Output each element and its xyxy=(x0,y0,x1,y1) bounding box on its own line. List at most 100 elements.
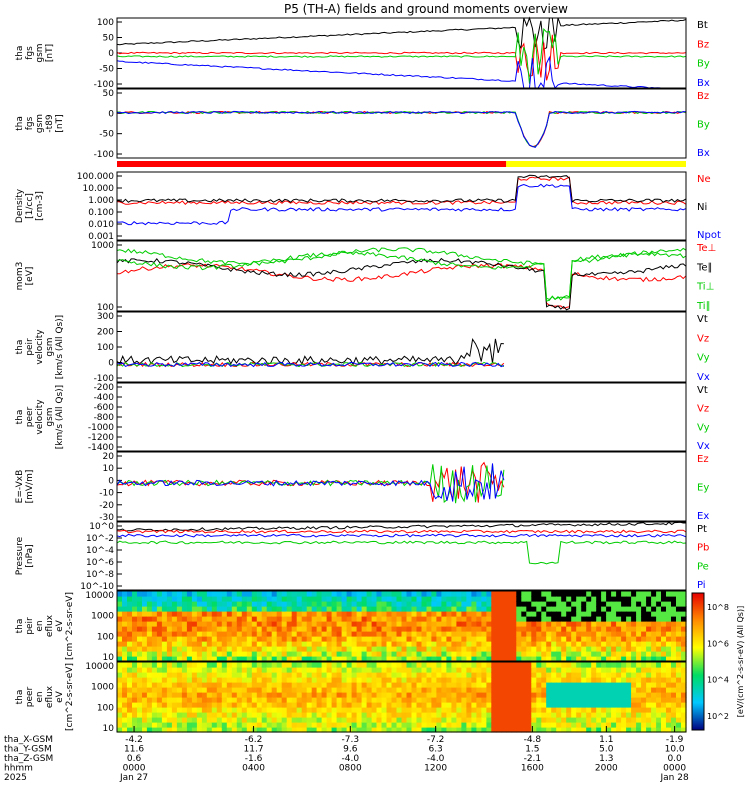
spectrogram-cell xyxy=(191,596,198,602)
spectrogram-cell xyxy=(516,707,522,713)
spectrogram-cell xyxy=(456,656,462,662)
spectrogram-cell xyxy=(286,596,293,602)
spectrogram-cell xyxy=(321,606,328,612)
spectrogram-cell xyxy=(631,722,637,728)
spectrogram-cell xyxy=(516,722,522,728)
spectrogram-cell xyxy=(621,626,627,632)
spectrogram-cell xyxy=(366,656,373,662)
spectrogram-cell xyxy=(556,611,562,617)
series-line xyxy=(116,16,687,50)
spectrogram-cell xyxy=(646,702,652,708)
spectrogram-cell xyxy=(206,687,213,693)
spectrogram-cell xyxy=(486,616,492,622)
spectrogram-cell xyxy=(201,682,208,688)
spectrogram-cell xyxy=(216,687,223,693)
spectrogram-cell xyxy=(651,672,657,678)
spectrogram-cell xyxy=(281,672,288,678)
spectrogram-cell xyxy=(566,682,572,688)
spectrogram-cell xyxy=(351,672,358,678)
spectrogram-cell xyxy=(501,596,507,602)
spectrogram-cell xyxy=(276,717,283,723)
spectrogram-cell xyxy=(491,692,497,698)
spectrogram-cell xyxy=(396,702,403,708)
spectrogram-cell xyxy=(411,651,418,657)
spectrogram-cell xyxy=(221,727,228,733)
spectrogram-cell xyxy=(391,672,398,678)
y-tick-label: -200 xyxy=(94,383,115,393)
spectrogram-cell xyxy=(626,672,632,678)
spectrogram-cell xyxy=(142,667,148,673)
spectrogram-cell xyxy=(146,717,153,723)
spectrogram-cell xyxy=(276,621,283,627)
spectrogram-cell xyxy=(601,631,607,637)
spectrogram-cell xyxy=(251,591,258,597)
spectrogram-cell xyxy=(236,621,243,627)
spectrogram-cell xyxy=(496,636,502,642)
spectrogram-cell xyxy=(451,722,457,728)
spectrogram-cell xyxy=(346,672,353,678)
spectrogram-cell xyxy=(491,702,497,708)
spectrogram-cell xyxy=(436,611,442,617)
y-tick-label: -1000 xyxy=(88,423,114,433)
spectrogram-cell xyxy=(311,651,318,657)
spectrogram-cell xyxy=(341,636,348,642)
spectrogram-cell xyxy=(461,636,467,642)
panel-lines xyxy=(116,110,687,148)
spectrogram-cell xyxy=(251,702,258,708)
spectrogram-cell xyxy=(471,682,477,688)
spectrogram-cell xyxy=(271,591,278,597)
spectrogram-cell xyxy=(366,636,373,642)
spectrogram-cell xyxy=(336,651,343,657)
spectrogram-cell xyxy=(296,722,303,728)
spectrogram-cell xyxy=(501,606,507,612)
spectrogram-cell xyxy=(156,667,163,673)
spectrogram-cell xyxy=(276,591,283,597)
spectrogram-cell xyxy=(127,712,133,718)
spectrogram-cell xyxy=(306,707,313,713)
spectrogram-cell xyxy=(261,596,268,602)
spectrogram-cell xyxy=(611,641,617,647)
y-tick-label: 1000 xyxy=(91,241,114,251)
spectrogram-cell xyxy=(226,606,233,612)
spectrogram-cell xyxy=(316,677,323,683)
spectrogram-cell xyxy=(166,596,173,602)
spectrogram-cell xyxy=(306,667,313,673)
spectrogram-cell xyxy=(606,611,612,617)
spectrogram-cell xyxy=(351,656,358,662)
spectrogram-cell xyxy=(536,677,542,683)
spectrogram-cell xyxy=(361,626,368,632)
spectrogram-cell xyxy=(481,606,487,612)
spectrogram-cell xyxy=(137,626,143,632)
spectrogram-cell xyxy=(226,646,233,652)
spectrogram-cell xyxy=(221,702,228,708)
spectrogram-cell xyxy=(636,636,642,642)
spectrogram-cell xyxy=(616,591,622,597)
spectrogram-cell xyxy=(142,636,148,642)
spectrogram-cell xyxy=(137,707,143,713)
spectrogram-cell xyxy=(186,717,193,723)
spectrogram-cell xyxy=(461,682,467,688)
spectrogram-cell xyxy=(596,662,602,668)
spectrogram-cell xyxy=(476,636,482,642)
spectrogram-cell xyxy=(656,712,662,718)
spectrogram-cell xyxy=(421,667,428,673)
spectrogram-cell xyxy=(201,687,208,693)
spectrogram-cell xyxy=(201,611,208,617)
spectrogram-cell xyxy=(266,656,273,662)
spectrogram-cell xyxy=(626,677,632,683)
spectrogram-cell xyxy=(226,677,233,683)
spectrogram-cell xyxy=(132,596,138,602)
spectrogram-cell xyxy=(446,656,452,662)
spectrogram-cell xyxy=(646,601,652,607)
spectrogram-cell xyxy=(181,601,188,607)
spectrogram-cell xyxy=(516,596,522,602)
spectrogram-cell xyxy=(366,591,373,597)
spectrogram-cell xyxy=(586,682,592,688)
spectrogram-cell xyxy=(621,667,627,673)
spectrogram-cell xyxy=(316,692,323,698)
spectrogram-cell xyxy=(236,712,243,718)
spectrogram-cell xyxy=(671,717,677,723)
spectrogram-cell xyxy=(506,611,512,617)
spectrogram-cell xyxy=(621,677,627,683)
spectrogram-cell xyxy=(231,722,238,728)
